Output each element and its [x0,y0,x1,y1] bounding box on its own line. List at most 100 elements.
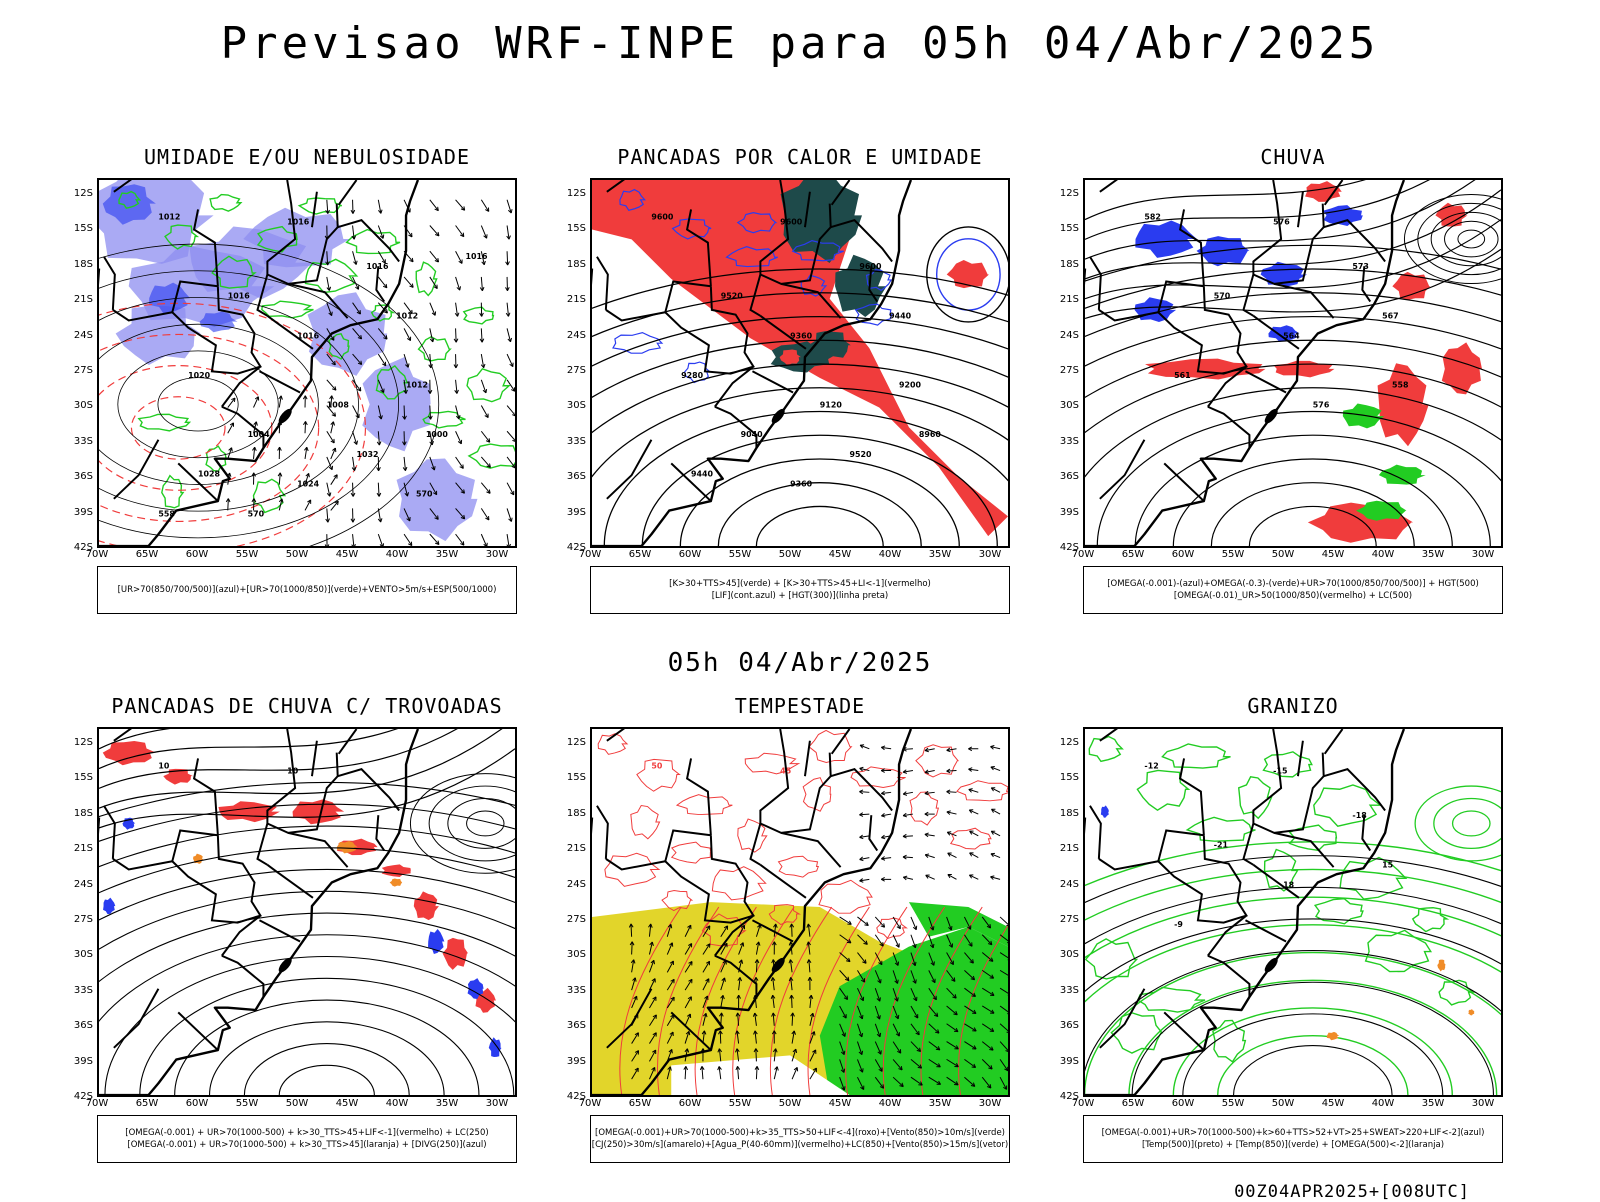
lat-tick-label: 27S [63,365,93,376]
lat-tick-label: 12S [1049,737,1079,748]
lon-tick-label: 65W [132,1098,162,1109]
wind-vector [228,499,229,511]
wind-vector [791,995,792,1008]
lat-tick-label: 18S [556,259,586,270]
lat-tick-label: 18S [556,808,586,819]
contour-line [448,799,515,849]
hgt-contour [1085,388,1501,546]
contour-line [1434,799,1501,849]
legend-line: [OMEGA(-0.001) + UR>70(1000-500) + k>30_… [98,1139,516,1151]
humidity-contour [210,195,241,212]
lat-tick-label: 15S [556,772,586,783]
lon-tick-label: 40W [875,549,905,560]
contour-label: 567 [1382,311,1399,320]
lon-tick-label: 30W [482,1098,512,1109]
border-line [607,729,632,741]
lon-tick-label: 70W [1068,549,1098,560]
lon-tick-label: 35W [925,549,955,560]
lon-tick-label: 45W [332,549,362,560]
lat-tick-label: 24S [556,879,586,890]
legend-line: [OMEGA(-0.001)+UR>70(1000-500)+k>60+TTS>… [1084,1127,1502,1139]
border-line [259,371,300,392]
lon-tick-label: 55W [725,549,755,560]
shaded-area [1343,404,1384,429]
lon-tick-label: 60W [182,1098,212,1109]
border-line [1324,220,1385,261]
lon-tick-label: 35W [432,549,462,560]
lat-tick-label: 15S [556,223,586,234]
border-line [781,833,840,867]
lat-tick-label: 39S [1049,507,1079,518]
lon-tick-label: 35W [432,1098,462,1109]
legend-box-umidade: [UR>70(850/700/500)](azul)+[UR>70(1000/8… [97,566,517,614]
lat-tick-label: 36S [63,1020,93,1031]
contour-label: 573 [1352,262,1369,271]
lon-tick-label: 50W [282,549,312,560]
legend-line: [OMEGA(-0.001) + UR>70(1000-500) + k>30_… [98,1127,516,1139]
lon-tick-label: 65W [625,549,655,560]
wind-vector [404,406,405,420]
lat-tick-label: 36S [1049,471,1079,482]
contour-label: 1016 [228,292,251,301]
shaded-area [397,458,478,541]
humidity-contour [467,369,509,402]
lat-tick-label: 30S [556,949,586,960]
humidity-contour [139,414,190,431]
border-line [832,729,850,754]
contour-label: 9600 [780,218,803,227]
border-line [1099,859,1158,870]
border-line [607,440,652,499]
contour-label: 1012 [406,381,428,390]
lat-tick-label: 12S [63,188,93,199]
border-line [760,753,830,833]
hgt-contour [1097,412,1501,546]
contour-label: 1016 [465,252,488,261]
contour-line [467,811,504,836]
lon-tick-label: 40W [875,1098,905,1109]
lat-tick-label: 39S [556,507,586,518]
lat-tick-label: 36S [556,1020,586,1031]
lat-tick-label: 39S [63,1056,93,1067]
wind-vector [378,277,387,288]
legend-box-granizo: [OMEGA(-0.001)+UR>70(1000-500)+k>60+TTS>… [1083,1115,1503,1163]
lat-tick-label: 21S [556,294,586,305]
lon-tick-label: 30W [975,549,1005,560]
water-contour [819,880,872,913]
shaded-area [1273,361,1334,377]
hgt-contour [718,483,921,546]
border-line [1158,830,1246,922]
lon-tick-label: 55W [1218,1098,1248,1109]
middle-timestamp: 05h 04/Abr/2025 [0,648,1600,678]
lon-tick-label: 50W [1268,549,1298,560]
contour-label: 10 [158,762,170,771]
shaded-area [1442,342,1482,394]
contour-label: 1012 [396,311,418,320]
wind-vector [327,380,336,390]
border-line [259,920,300,941]
shaded-area [1135,220,1197,257]
lon-tick-label: 55W [232,1098,262,1109]
lon-tick-label: 50W [775,549,805,560]
temp850-contour [1340,857,1406,899]
border-line [1090,806,1101,859]
lat-tick-label: 21S [63,843,93,854]
shaded-area [218,801,280,822]
border-line [760,865,806,898]
contour-label: -21 [1214,841,1228,850]
wind-vector [404,534,412,545]
lon-tick-label: 45W [825,549,855,560]
contour-label: 15 [1382,860,1393,869]
temp850-contour [1187,817,1255,841]
lon-tick-label: 40W [382,549,412,560]
temp850-contour [1085,869,1501,1095]
wind-vector [430,226,439,236]
wind-vector [756,1049,757,1062]
border-line [114,729,139,741]
streamline [210,1022,445,1095]
wind-vector [456,328,457,342]
lon-tick-label: 45W [825,1098,855,1109]
lat-tick-label: 21S [1049,843,1079,854]
contour-label: 1028 [198,470,221,479]
contour-line [1453,811,1490,836]
lon-tick-label: 65W [625,1098,655,1109]
